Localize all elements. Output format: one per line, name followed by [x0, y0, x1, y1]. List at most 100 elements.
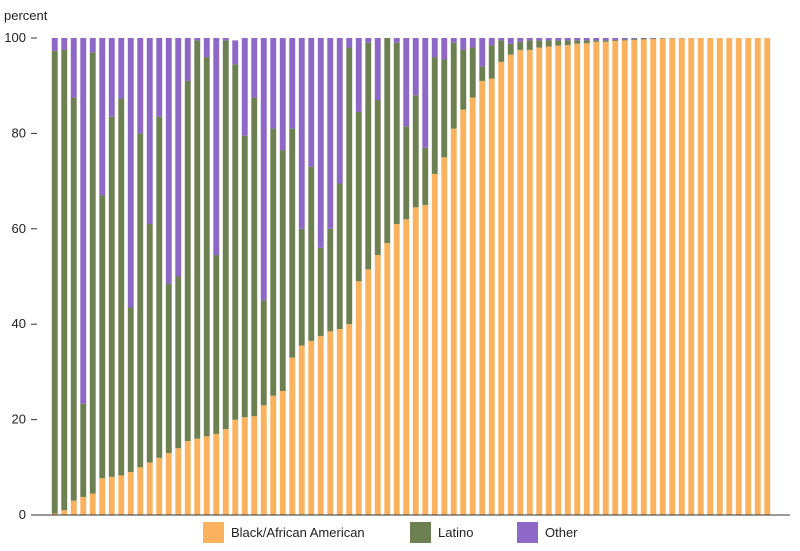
bar-segment-latino [317, 247, 324, 337]
bar-segment-other [536, 38, 543, 41]
bar-segment-other [137, 38, 144, 134]
bar-segment-other [222, 38, 229, 41]
bar-segment-other [241, 38, 248, 136]
bar-segment-black-african-american [431, 173, 438, 515]
bar-segment-black-african-american [308, 340, 315, 515]
bar-segment-black-african-american [469, 97, 476, 516]
bar-segment-black-african-american [488, 78, 495, 515]
bar-segment-other [602, 38, 609, 41]
bar-segment-other [194, 38, 201, 41]
bar-segment-black-african-american [669, 38, 676, 515]
bar-segment-other [403, 38, 410, 127]
bar-segment-black-african-american [583, 43, 590, 515]
bar-segment-black-african-american [574, 43, 581, 515]
bar-segment-other [450, 38, 457, 43]
bar-segment-latino [156, 116, 163, 458]
bar-segment-other [203, 38, 210, 58]
bar-segment-black-african-american [365, 269, 372, 515]
bar-segment-other [460, 38, 467, 50]
bar-segment-other [422, 38, 429, 148]
bar-segment-other [146, 38, 153, 225]
bar-segment-latino [403, 126, 410, 220]
legend-label: Black/African American [231, 525, 365, 540]
bar-segment-black-african-american [707, 38, 714, 515]
bar-segment-black-african-american [298, 345, 305, 515]
bar-segment-black-african-american [317, 336, 324, 516]
bar-segment-other [118, 38, 125, 99]
bar-segment-black-african-american [184, 441, 191, 515]
bar-segment-latino [640, 38, 647, 40]
bar-segment-latino [583, 40, 590, 44]
bar-segment-other [89, 38, 96, 53]
legend-swatch [517, 522, 538, 543]
bar-segment-latino [184, 80, 191, 442]
bar-segment-latino [260, 300, 267, 406]
bar-segment-other [108, 38, 115, 117]
bar-segment-latino [365, 42, 372, 270]
bar-segment-black-african-american [279, 390, 286, 515]
bar-segment-black-african-american [716, 38, 723, 515]
bar-segment-black-african-american [51, 513, 58, 515]
bar-segment-black-african-american [564, 45, 571, 515]
legend-label: Latino [438, 525, 473, 540]
bar-segment-latino [175, 276, 182, 449]
bar-segment-black-african-american [374, 255, 381, 515]
bar-segment-latino [536, 40, 543, 48]
bar-segment-black-african-american [412, 207, 419, 515]
bar-segment-black-african-american [165, 452, 172, 515]
bar-segment-black-african-american [289, 357, 296, 515]
legend-label: Other [545, 525, 578, 540]
bar-segment-other [251, 38, 258, 98]
bar-segment-latino [450, 42, 457, 129]
bar-segment-latino [355, 111, 362, 282]
bar-segment-latino [498, 40, 505, 62]
bar-segment-black-african-american [754, 38, 761, 515]
bar-segment-other [355, 38, 362, 112]
bar-segment-black-african-american [203, 436, 210, 515]
bar-segment-latino [564, 40, 571, 46]
bar-segment-other [593, 38, 600, 41]
bar-segment-latino [89, 52, 96, 494]
bar-segment-latino [232, 64, 239, 420]
bar-segment-other [289, 38, 296, 129]
bar-segment-black-african-american [593, 41, 600, 515]
bar-segment-black-african-american [602, 41, 609, 515]
bar-segment-latino [213, 255, 220, 434]
bar-segment-latino [384, 38, 391, 244]
bar-segment-other [51, 38, 58, 51]
bar-segment-latino [127, 307, 134, 473]
bar-segment-latino [621, 39, 628, 41]
bar-segment-other [127, 38, 134, 308]
bar-segment-other [184, 38, 191, 81]
bar-segment-black-african-american [70, 500, 77, 515]
bar-segment-black-african-american [735, 38, 742, 515]
bar-segment-black-african-american [222, 429, 229, 515]
bar-segment-black-african-american [384, 243, 391, 516]
bar-segment-black-african-american [336, 328, 343, 515]
y-tick-label: 0 [19, 507, 26, 522]
bar-segment-other [156, 38, 163, 117]
bar-segment-black-african-american [697, 38, 704, 515]
bar-segment-latino [118, 98, 125, 476]
bar-segment-black-african-american [517, 49, 524, 516]
bar-segment-latino [289, 128, 296, 358]
bar-segment-latino [251, 97, 258, 417]
bar-segment-other [70, 38, 77, 98]
bar-segment-latino [422, 147, 429, 205]
bar-segment-other [583, 38, 590, 41]
bar-segment-other [555, 38, 562, 41]
bar-segment-black-african-american [498, 61, 505, 515]
bar-segment-latino [555, 40, 562, 46]
bar-segment-latino [61, 49, 68, 511]
bar-segment-latino [194, 40, 201, 439]
y-tick-label: 60 [12, 221, 26, 236]
bar-segment-black-african-american [545, 46, 552, 516]
bar-segment-latino [222, 40, 229, 430]
bar-segment-latino [479, 66, 486, 81]
bar-segment-black-african-american [118, 475, 125, 515]
bar-segment-other [279, 38, 286, 151]
bar-segment-other [631, 38, 638, 39]
y-tick-label: 80 [12, 125, 26, 140]
